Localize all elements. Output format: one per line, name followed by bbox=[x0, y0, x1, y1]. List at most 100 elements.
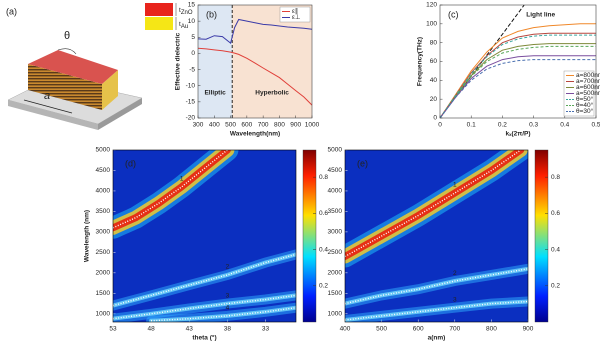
y-tick-label: 100 bbox=[426, 21, 437, 28]
x-tick-label: 500 bbox=[225, 122, 236, 129]
y-tick-label: 2500 bbox=[328, 249, 343, 256]
y-tick-label: 2500 bbox=[96, 249, 111, 256]
legend-box bbox=[279, 6, 311, 23]
plot-frame bbox=[112, 149, 297, 323]
y-tick-label: 2000 bbox=[96, 270, 111, 277]
y-axis-title: Effective dielectric bbox=[175, 32, 182, 90]
x-tick-label: 500 bbox=[376, 326, 387, 333]
y-tick-label: 20 bbox=[430, 96, 438, 103]
plot-area bbox=[345, 150, 528, 322]
y-tick-label: 5000 bbox=[96, 147, 111, 154]
panel: 53 48 43 38 33100015002000250030003500400045… bbox=[84, 147, 329, 342]
x-tick-label: 0.1 bbox=[467, 122, 476, 129]
layer-swatch bbox=[145, 17, 173, 30]
plot-area bbox=[440, 5, 596, 118]
x-axis-title: a(nm) bbox=[428, 335, 446, 342]
y-tick-label: -20 bbox=[186, 115, 196, 122]
panel-label: (e) bbox=[357, 158, 368, 168]
y-tick-label: 3000 bbox=[328, 229, 343, 236]
x-tick-label: 400 bbox=[209, 122, 220, 129]
mode-glow bbox=[113, 252, 296, 308]
plot-frame bbox=[344, 149, 529, 323]
y-axis-title: Wavelength (nm) bbox=[84, 210, 91, 262]
legend-label: ε⊥ bbox=[292, 14, 301, 21]
mode-line bbox=[345, 300, 528, 321]
colorbar-tick-label: 0.4 bbox=[319, 246, 328, 253]
x-axis-title: theta (°) bbox=[192, 334, 216, 342]
x-tick-label: 53 bbox=[109, 326, 117, 333]
legend-label: θ=50° bbox=[576, 95, 594, 103]
legend-label: a=600nm bbox=[576, 84, 600, 91]
x-tick-label: 1000 bbox=[305, 122, 320, 129]
plot-frame bbox=[439, 4, 597, 119]
series-line bbox=[440, 23, 596, 118]
mode-label: 1 bbox=[180, 176, 184, 183]
y-tick-label: 4500 bbox=[96, 167, 111, 174]
x-tick-label: 43 bbox=[186, 326, 194, 333]
y-tick-label: -5 bbox=[189, 66, 195, 73]
y-tick-label: 80 bbox=[430, 39, 438, 46]
colorbar-tick-label: 0.2 bbox=[319, 283, 328, 290]
y-tick-label: 1500 bbox=[328, 290, 343, 297]
series-line bbox=[198, 47, 312, 106]
y-tick-label: 4000 bbox=[96, 188, 111, 195]
y-tick-label: 4000 bbox=[328, 188, 343, 195]
layer-sub: ZnO bbox=[181, 10, 193, 16]
panel-label: (c) bbox=[448, 9, 459, 19]
y-tick-label: 1000 bbox=[328, 311, 343, 318]
series-line bbox=[440, 34, 596, 118]
mode-label: 1 bbox=[453, 182, 457, 189]
substrate-front bbox=[8, 100, 98, 130]
x-tick-label: 800 bbox=[486, 326, 497, 333]
plot-area bbox=[198, 18, 312, 106]
region-label: Hyperbolic bbox=[255, 90, 289, 97]
panel: 0 0.1 0.2 0.3 0.4 0.5 0 20 40 60 80 100 120 Light lin… bbox=[417, 2, 600, 138]
panel: Elliptic Hyperbolic 300 400 500 600 700 800 900 1… bbox=[175, 2, 320, 138]
legend-label: a=700nm bbox=[576, 78, 600, 85]
side-arrow bbox=[23, 99, 73, 114]
y-tick-label: 3500 bbox=[96, 208, 111, 215]
y-tick-label: 0 bbox=[433, 115, 437, 122]
legend-label: θ=40° bbox=[576, 101, 594, 109]
mode-label: 4 bbox=[226, 305, 230, 312]
mode-label: 2 bbox=[453, 270, 457, 277]
mode-label: 2 bbox=[226, 264, 230, 271]
y-tick-label: 0 bbox=[191, 50, 195, 57]
legend-label: ε∥ bbox=[292, 7, 298, 15]
y-tick-label: 4500 bbox=[328, 167, 343, 174]
x-tick-label: 48 bbox=[148, 326, 156, 333]
panel-label: (b) bbox=[206, 9, 217, 19]
x-tick-label: 0 bbox=[438, 122, 442, 129]
region bbox=[198, 5, 233, 118]
x-tick-label: 400 bbox=[340, 326, 351, 333]
layer-swatch bbox=[145, 3, 173, 16]
series-line bbox=[198, 18, 312, 44]
stack-side bbox=[102, 70, 118, 110]
colorbar-tick-label: 0.4 bbox=[551, 246, 560, 253]
legend-label: a=500nm bbox=[576, 90, 600, 97]
y-tick-label: 3000 bbox=[96, 229, 111, 236]
colorbar bbox=[534, 149, 549, 323]
layer-symbol: t bbox=[179, 21, 181, 28]
x-tick-label: 33 bbox=[262, 326, 270, 333]
region-label: Elliptic bbox=[204, 90, 226, 97]
x-axis-title: kₓ(2π/P) bbox=[505, 131, 530, 138]
mode-label: 3 bbox=[226, 292, 230, 299]
x-tick-label: 600 bbox=[413, 326, 424, 333]
stack-top bbox=[28, 50, 118, 84]
mode-line bbox=[345, 268, 528, 305]
series-line bbox=[440, 43, 596, 118]
substrate-side bbox=[98, 98, 142, 130]
x-tick-label: 900 bbox=[290, 122, 301, 129]
colorbar-tick-label: 0.2 bbox=[551, 283, 560, 290]
x-tick-label: 700 bbox=[258, 122, 269, 129]
layer-label: tZnO bbox=[179, 7, 193, 16]
x-tick-label: 600 bbox=[241, 122, 252, 129]
x-tick-label: 800 bbox=[274, 122, 285, 129]
x-tick-label: 900 bbox=[523, 326, 534, 333]
y-tick-label: 5000 bbox=[328, 147, 343, 154]
y-tick-label: 1500 bbox=[96, 290, 111, 297]
x-tick-label: 0.2 bbox=[498, 122, 507, 129]
